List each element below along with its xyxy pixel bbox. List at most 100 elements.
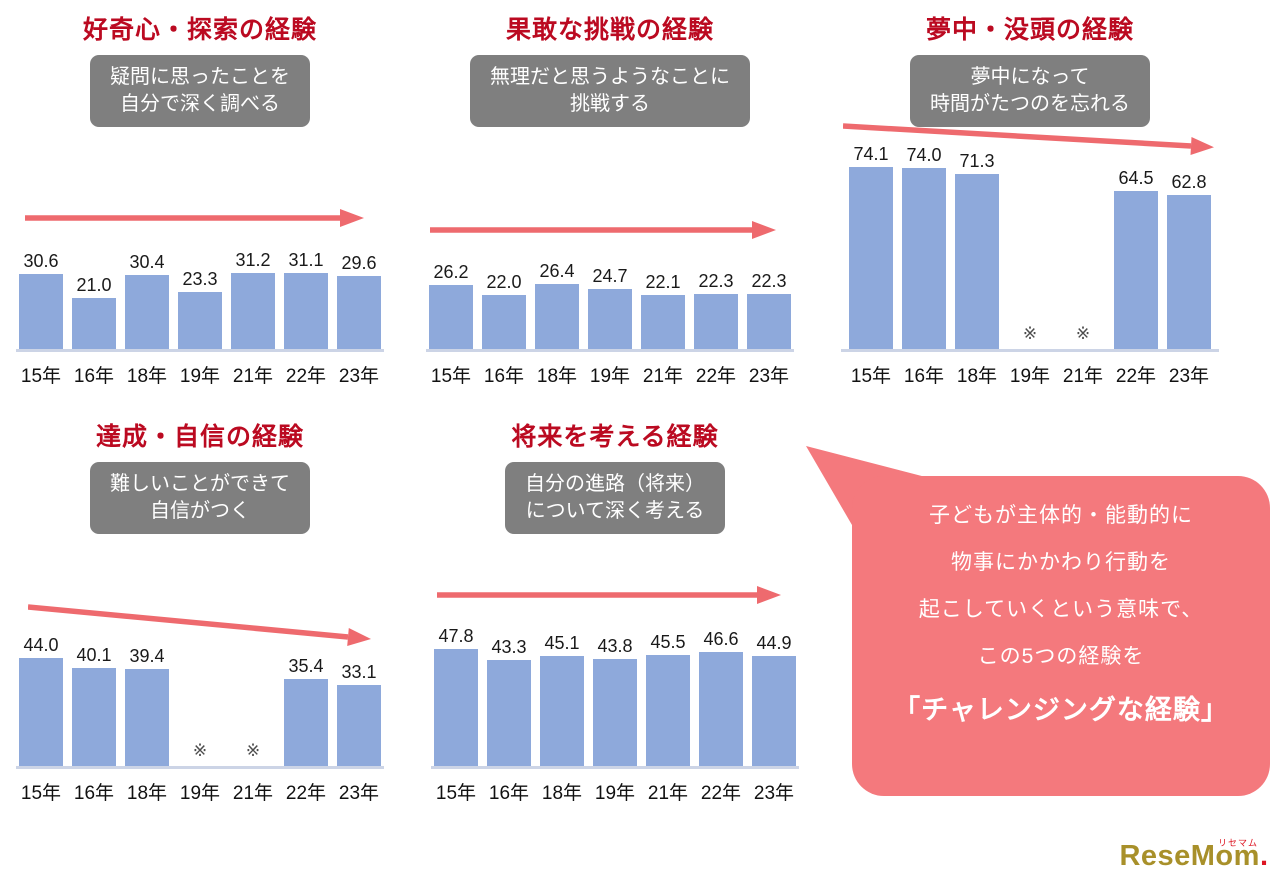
- x-tick-label: 21年: [1062, 366, 1104, 387]
- bar: [72, 667, 116, 766]
- value-label: 30.4: [129, 251, 165, 272]
- subtitle-box: 難しいことができて 自信がつく: [90, 462, 310, 534]
- value-label: 22.1: [645, 271, 681, 292]
- trend-arrow-icon: [28, 604, 371, 646]
- resemom-logo: リセマム ReseMom.: [1119, 838, 1268, 876]
- chart-title: 好奇心・探索の経験: [82, 16, 317, 44]
- value-label: 47.8: [438, 625, 474, 646]
- logo-ruby-text: リセマム: [1217, 838, 1258, 848]
- speech-bubble-text: 子どもが主体的・能動的に 物事にかかわり行動を 起こしていくという意味で、 この…: [918, 504, 1204, 668]
- bar-column: ※: [1061, 324, 1105, 349]
- bar-column: ※: [178, 741, 222, 766]
- logo-text: ReseMom: [1119, 840, 1260, 872]
- x-tick-label: 16年: [73, 366, 115, 387]
- x-tick-label: 23年: [1168, 366, 1210, 387]
- bar-column: 40.1: [72, 645, 116, 766]
- bar-column: ※: [1008, 324, 1052, 349]
- x-tick-label: 19年: [179, 366, 221, 387]
- bar: [849, 167, 893, 349]
- subtitle-box-wrap: 難しいことができて 自信がつく: [10, 462, 390, 534]
- x-tick-label: 22年: [700, 783, 742, 804]
- bar: [588, 288, 632, 349]
- chart-thinking-about-future: 将来を考える経験 自分の進路（将来） について深く考える 47.8 43.3 45.…: [425, 415, 805, 811]
- bar-column: 62.8: [1167, 172, 1211, 349]
- chart-title: 果敢な挑戦の経験: [505, 16, 714, 44]
- bar-column: 21.0: [72, 275, 116, 349]
- plot: 47.8 43.3 45.1 43.8 45.5 46.6 44.9: [431, 548, 799, 769]
- x-tick-label: 15年: [850, 366, 892, 387]
- x-tick-label: 21年: [647, 783, 689, 804]
- value-label: 44.9: [756, 633, 792, 653]
- bar-column: 23.3: [178, 269, 222, 349]
- bar-column: 22.1: [641, 272, 685, 349]
- bar-column: 22.3: [694, 271, 738, 349]
- value-label: 74.0: [906, 144, 942, 165]
- bar-column: 74.1: [849, 144, 893, 349]
- value-label: 21.0: [76, 274, 112, 295]
- bar: [641, 294, 685, 349]
- bar: [593, 658, 637, 766]
- bar-column: 46.6: [699, 629, 743, 766]
- bar-column: 45.5: [646, 632, 690, 766]
- x-axis: 15年 16年 18年 19年 21年 22年 23年: [16, 778, 384, 805]
- chart-absorption-immersion: 夢中・没頭の経験 夢中になって 時間がたつのを忘れる 74.1 74.0 71.3 ※…: [835, 8, 1225, 394]
- x-axis: 15年 16年 18年 19年 21年 22年 23年: [431, 778, 799, 805]
- bar-column: 64.5: [1114, 168, 1158, 349]
- value-label: 35.4: [288, 656, 324, 677]
- x-tick-label: 22年: [285, 366, 327, 387]
- subtitle-box: 自分の進路（将来） について深く考える: [505, 462, 725, 534]
- value-label: 64.5: [1118, 167, 1154, 188]
- bar-column: 22.0: [482, 272, 526, 349]
- bar-column: 43.8: [593, 636, 637, 766]
- bar: [955, 174, 999, 349]
- x-tick-label: 16年: [903, 366, 945, 387]
- speech-bubble-highlight: 「チャレンジングな経験」: [893, 695, 1229, 725]
- x-tick-label: 23年: [753, 783, 795, 804]
- plot: 30.6 21.0 30.4 23.3 31.2 31.1 29.6: [16, 131, 384, 352]
- bar-column: 24.7: [588, 265, 632, 349]
- trend-arrow-icon: [437, 586, 781, 604]
- bar-column: 33.1: [337, 662, 381, 766]
- value-label: 40.1: [76, 644, 112, 665]
- x-tick-label: 15年: [20, 366, 62, 387]
- subtitle-box-wrap: 疑問に思ったことを 自分で深く調べる: [10, 55, 390, 127]
- missing-marker: ※: [1075, 324, 1091, 343]
- bar: [284, 679, 328, 766]
- subtitle-box: 疑問に思ったことを 自分で深く調べる: [90, 55, 310, 127]
- bar: [540, 655, 584, 766]
- x-tick-label: 21年: [232, 366, 274, 387]
- trend-arrow-icon: [25, 209, 364, 227]
- bar-column: 30.6: [19, 251, 63, 349]
- value-label: 31.2: [235, 249, 271, 270]
- chart-bold-challenge: 果敢な挑戦の経験 無理だと思うようなことに 挑戦する 26.2 22.0 26.4 2…: [420, 8, 800, 394]
- plot: 74.1 74.0 71.3 ※ ※ 64.5 62.8: [841, 131, 1219, 352]
- x-tick-label: 21年: [232, 783, 274, 804]
- bar-column: 74.0: [902, 145, 946, 349]
- value-label: 44.0: [23, 635, 59, 656]
- x-tick-label: 18年: [956, 366, 998, 387]
- value-label: 26.2: [433, 261, 469, 282]
- x-axis: 15年 16年 18年 19年 21年 22年 23年: [16, 361, 384, 388]
- bar: [747, 294, 791, 349]
- x-tick-label: 19年: [179, 783, 221, 804]
- x-tick-label: 16年: [483, 366, 525, 387]
- value-label: 24.7: [592, 265, 628, 286]
- bar-column: 26.4: [535, 261, 579, 349]
- bar: [284, 272, 328, 349]
- bar: [178, 291, 222, 349]
- value-label: 39.4: [129, 646, 165, 667]
- bar-column: 71.3: [955, 151, 999, 349]
- x-tick-label: 23年: [748, 366, 790, 387]
- plot: 44.0 40.1 39.4 ※ ※ 35.4 33.1: [16, 548, 384, 769]
- bar: [125, 274, 169, 349]
- bar: [752, 656, 796, 766]
- missing-marker: ※: [245, 741, 261, 760]
- bar: [19, 274, 63, 349]
- x-tick-label: 15年: [435, 783, 477, 804]
- bar: [535, 284, 579, 349]
- x-tick-label: 22年: [285, 783, 327, 804]
- bar-column: ※: [231, 741, 275, 766]
- x-tick-label: 18年: [126, 366, 168, 387]
- bar-column: 44.0: [19, 635, 63, 766]
- chart-title: 夢中・没頭の経験: [925, 16, 1134, 44]
